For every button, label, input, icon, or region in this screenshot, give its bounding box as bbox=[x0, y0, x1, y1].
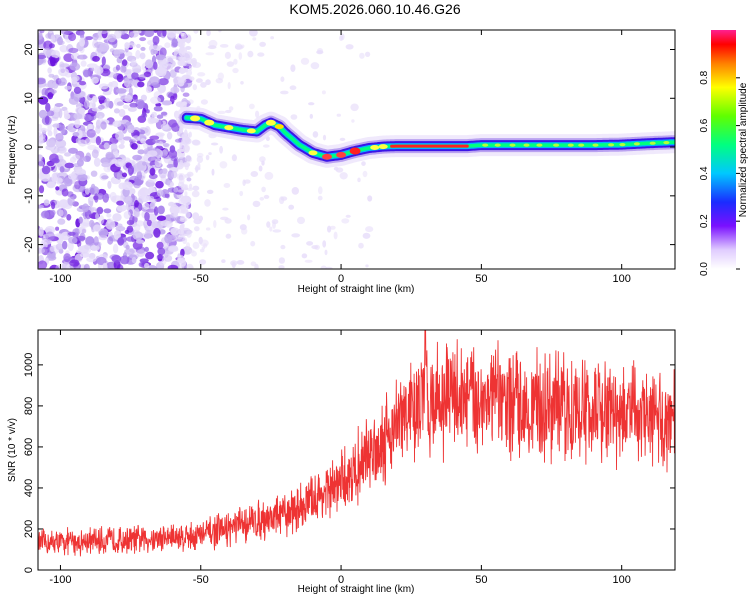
spectrogram-hotspot bbox=[578, 143, 585, 147]
snr-y-tick-label: 400 bbox=[23, 479, 35, 497]
spectrogram-hotspot bbox=[553, 143, 560, 147]
spectrogram-hotspot bbox=[608, 143, 615, 147]
spectrogram-frame bbox=[37, 29, 676, 270]
spectrogram-x-label: Height of straight line (km) bbox=[298, 284, 415, 295]
spectrogram-y-axis: -20 -10 0 10 20 bbox=[23, 43, 675, 253]
spectrogram-y-tick-label: -20 bbox=[23, 237, 35, 253]
snr-y-tick-label: 800 bbox=[23, 397, 35, 415]
colorbar-label: Normalized spectral amplitude bbox=[738, 82, 749, 217]
snr-y-label: SNR (10 * v/v) bbox=[7, 418, 18, 482]
snr-x-tick-label: 50 bbox=[475, 574, 487, 586]
spectrogram-hotspot bbox=[349, 147, 361, 155]
spectrogram-hotspot bbox=[308, 150, 318, 156]
spectrogram-x-tick-label: 100 bbox=[613, 273, 631, 285]
spectrogram-hotspot bbox=[663, 141, 670, 145]
spectrogram-hotspot bbox=[619, 143, 626, 147]
colorbar-gradient bbox=[711, 30, 736, 269]
spectrogram-y-tick-label: 0 bbox=[23, 144, 35, 150]
snr-x-tick-label: -50 bbox=[193, 574, 209, 586]
spectrogram-hotspot bbox=[536, 143, 543, 147]
spectrogram-x-axis: -100 -50 0 50 100 bbox=[49, 30, 631, 285]
spectrogram-hotspot bbox=[592, 143, 599, 147]
page-title: KOM5.2026.060.10.46.G26 bbox=[289, 1, 461, 17]
colorbar-tick-label: 0.4 bbox=[699, 166, 710, 180]
snr-x-tick-label: 0 bbox=[338, 574, 344, 586]
snr-y-tick-label: 1000 bbox=[23, 353, 35, 377]
spectrogram-hotspot bbox=[274, 124, 284, 130]
spectrogram-x-tick-label: -50 bbox=[193, 273, 209, 285]
spectrogram-hotspot bbox=[567, 143, 574, 147]
spectrogram-y-tick-label: 10 bbox=[23, 92, 35, 104]
colorbar-tick-label: 0.0 bbox=[699, 262, 710, 276]
spectrogram-hotspot bbox=[204, 119, 215, 126]
spectrogram-x-tick-label: 50 bbox=[475, 273, 487, 285]
spectrogram-hotspot bbox=[224, 125, 234, 131]
spectrogram-x-tick-label: 0 bbox=[338, 273, 344, 285]
snr-y-tick-label: 600 bbox=[23, 438, 35, 456]
snr-x-tick-label: -100 bbox=[49, 574, 71, 586]
spectrogram-hotspot bbox=[336, 151, 347, 158]
spectrogram-hotspot bbox=[322, 153, 332, 160]
spectrogram-y-tick-label: -10 bbox=[23, 188, 35, 204]
spectrogram-hotspot bbox=[482, 143, 489, 147]
colorbar-tick-label: 0.8 bbox=[699, 70, 710, 84]
spectrogram-hotspot bbox=[509, 143, 516, 147]
snr-frame bbox=[37, 329, 676, 571]
colorbar-tick-label: 0.2 bbox=[699, 214, 710, 228]
spectrogram-y-label: Frequency (Hz) bbox=[7, 116, 18, 185]
colorbar: 0.0 0.2 0.4 0.6 0.8 Normalized spectral ampl… bbox=[699, 30, 749, 276]
snr-x-tick-label: 100 bbox=[613, 574, 631, 586]
snr-y-tick-label: 0 bbox=[23, 567, 35, 573]
spectrogram-hotspot bbox=[265, 119, 276, 126]
spectrogram-hotspot bbox=[246, 128, 256, 134]
snr-series-line bbox=[38, 330, 675, 557]
spectrogram-hotspot bbox=[190, 115, 201, 122]
spectrogram-hotspot bbox=[633, 142, 640, 146]
spectrogram-hotspot bbox=[378, 144, 388, 150]
snr-x-axis: -100 -50 0 50 100 bbox=[49, 330, 631, 586]
snr-plot: -100 -50 0 50 100 0 200 400 600 800 1000 Height o… bbox=[7, 329, 676, 595]
colorbar-tick-label: 0.6 bbox=[699, 118, 710, 132]
snr-y-tick-label: 200 bbox=[23, 520, 35, 538]
snr-x-label: Height of straight line (km) bbox=[298, 584, 415, 595]
spectrogram-x-tick-label: -100 bbox=[49, 273, 71, 285]
spectrogram-hotspot bbox=[523, 143, 530, 147]
spectrogram-hotspot bbox=[649, 141, 656, 145]
spectrogram-hotspot bbox=[370, 145, 380, 150]
colorbar-ticks: 0.0 0.2 0.4 0.6 0.8 bbox=[699, 70, 740, 276]
spectrogram-noise bbox=[38, 30, 374, 269]
spectrogram-hotspot bbox=[494, 143, 501, 147]
snr-y-axis: 0 200 400 600 800 1000 bbox=[23, 353, 675, 573]
spectrogram-ridge bbox=[175, 106, 675, 168]
spectrogram-y-tick-label: 20 bbox=[23, 43, 35, 55]
